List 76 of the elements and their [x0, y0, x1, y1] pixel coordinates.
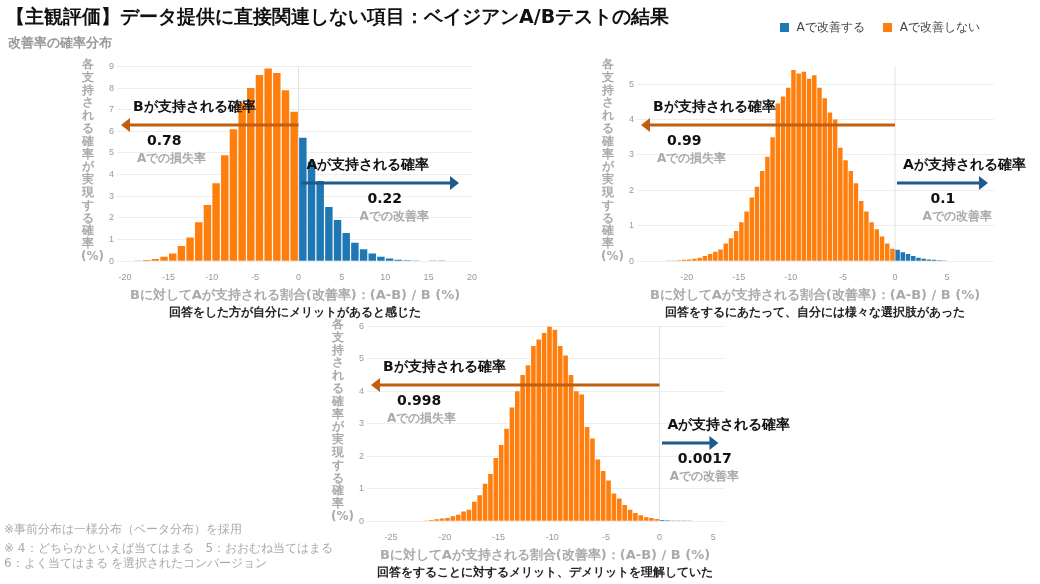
legend-label: Aで改善しない	[899, 19, 980, 36]
y-tick-label: 0	[108, 255, 115, 266]
y-tick-label: 9	[108, 60, 115, 71]
annotation: 0.998	[397, 391, 442, 408]
text: 回答をするにあたって、自分には様々な選択肢があった	[664, 304, 966, 321]
annotation: Aでの改善率	[359, 208, 429, 226]
y-tick-label: 5	[358, 353, 365, 364]
y-tick-label: 1	[358, 483, 365, 494]
x-tick-label: 0	[295, 272, 302, 283]
x-tick-label: -5	[601, 532, 610, 543]
annotation: Bが支持される確率	[383, 357, 506, 376]
y-tick-label: 4	[628, 114, 635, 125]
text: 各支持される確率が実現する確率 (%)	[331, 317, 354, 523]
annotation: Aが支持される確率	[903, 156, 1026, 175]
x-tick-label: -5	[251, 272, 260, 283]
text: 改善率の確率分布	[8, 34, 112, 52]
annotation: 0.22	[367, 190, 403, 207]
y-tick-label: 5	[628, 78, 635, 89]
x-tick-label: 5	[944, 272, 950, 283]
text: 各支持される確率が実現する確率 (%)	[601, 57, 624, 263]
x-tick-label: 5	[710, 532, 716, 543]
x-tick-label: -15	[161, 272, 175, 283]
x-tick-label: -15	[732, 272, 746, 283]
x-axis-title: Bに対してAが支持される割合(改善率)：(A-B) / B (%)	[648, 286, 982, 304]
y-tick-label: 7	[108, 104, 115, 115]
annotation: 0.0017	[677, 450, 732, 467]
annotation: Aが支持される確率	[667, 416, 791, 435]
annotation: 0.99	[667, 131, 702, 148]
annotation: Aでの改善率	[922, 208, 992, 226]
x-tick-label: 20	[466, 272, 477, 283]
y-tick-label: 8	[108, 82, 115, 93]
x-tick-label: -20	[680, 272, 694, 283]
y-tick-label: 3	[358, 418, 365, 429]
y-tick-label: 4	[358, 385, 365, 396]
text: 回答をした方が自分にメリットがあると感じた	[168, 304, 422, 319]
legend-label: Aで改善する	[796, 19, 865, 36]
y-tick-label: 3	[628, 149, 635, 160]
annotation: 0.78	[147, 131, 182, 148]
x-tick-label: -15	[491, 532, 505, 543]
x-tick-label: -5	[838, 272, 847, 283]
annotation: Aでの損失率	[657, 149, 727, 167]
x-tick-label: -20	[438, 532, 452, 543]
y-tick-label: 6	[358, 320, 365, 331]
x-tick-label: 10	[380, 272, 391, 283]
x-tick-label: 5	[339, 272, 345, 283]
annotation: Bが支持される確率	[653, 97, 776, 116]
text: ※事前分布は一様分布（ベータ分布）を採用	[4, 522, 244, 537]
y-tick-label: 2	[358, 450, 365, 461]
text: 回答をすることに対するメリット、デメリットを理解していた	[376, 564, 714, 581]
y-tick-label: 0	[358, 515, 365, 526]
y-tick-label: 3	[108, 190, 115, 201]
x-tick-label: -20	[118, 272, 132, 283]
y-tick-label: 2	[108, 212, 115, 223]
annotation: Aでの改善率	[669, 468, 740, 486]
text: 各支持される確率が実現する確率 (%)	[81, 57, 104, 263]
x-tick-label: -10	[784, 272, 798, 283]
x-tick-label: 0	[892, 272, 898, 283]
annotation: Aでの損失率	[387, 409, 457, 427]
x-tick-label: 15	[423, 272, 434, 283]
x-axis-title: Bに対してAが支持される割合(改善率)：(A-B) / B (%)	[128, 286, 462, 304]
y-tick-label: 6	[108, 125, 115, 136]
annotation: Aでの損失率	[137, 149, 207, 167]
x-tick-label: -25	[384, 532, 398, 543]
x-axis-title: Bに対してAが支持される割合(改善率)：(A-B) / B (%)	[378, 546, 712, 564]
y-tick-label: 0	[628, 255, 635, 266]
annotation: 0.1	[930, 190, 956, 207]
x-tick-label: -10	[205, 272, 219, 283]
y-tick-label: 1	[108, 234, 115, 245]
y-tick-label: 1	[628, 220, 635, 231]
y-tick-label: 4	[108, 169, 115, 180]
text: 【主観評価】データ提供に直接関連しない項目：ベイジアンA/Bテストの結果	[6, 4, 670, 29]
y-tick-label: 5	[108, 147, 115, 158]
y-tick-label: 2	[628, 184, 635, 195]
x-tick-label: 0	[657, 532, 663, 543]
x-tick-label: -10	[545, 532, 559, 543]
text: ※ 4：どちらかといえば当てはまる 5：おおむね当てはまる 6：よく当てはまる を選択されたコンバージョン	[4, 541, 334, 571]
